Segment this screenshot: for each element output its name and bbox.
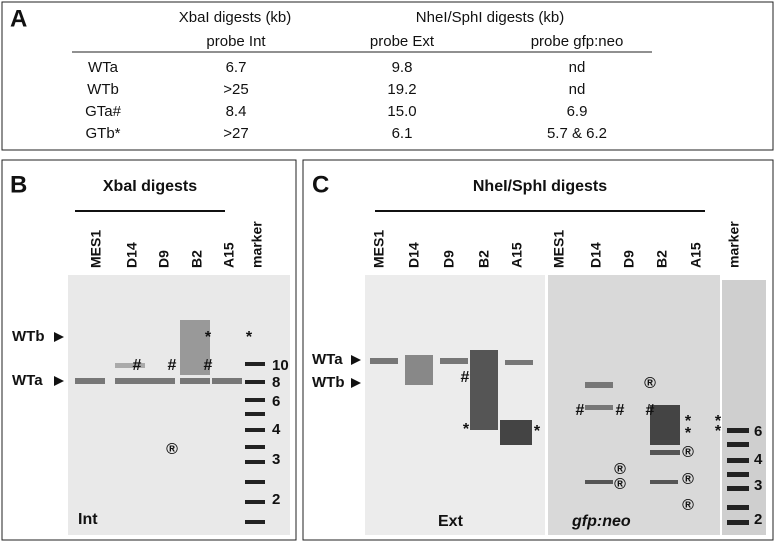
annotation-symbol: *	[246, 329, 253, 346]
annotation-symbol: ®	[614, 461, 626, 478]
table-cell: nd	[569, 81, 586, 98]
gel-image	[722, 280, 766, 535]
annotation-symbol: #	[646, 402, 655, 419]
marker-size: 4	[754, 451, 763, 468]
lane-label: B2	[476, 250, 492, 268]
probe-label: Ext	[438, 513, 464, 530]
lane-label: B2	[654, 250, 670, 268]
panel-b-frame	[1, 159, 297, 541]
table-cell: 8.4	[226, 103, 247, 120]
gel-image	[68, 275, 290, 535]
panel-label: B	[10, 171, 27, 198]
annotation-symbol: #	[168, 357, 177, 374]
lane-label: A15	[688, 242, 704, 268]
band-label: WTb	[312, 374, 344, 391]
table-cell: >25	[223, 81, 248, 98]
lane-label: A15	[221, 242, 237, 268]
annotation-symbol: #	[204, 357, 213, 374]
annotation-symbol: #	[576, 402, 585, 419]
annotation-symbol: ®	[166, 441, 178, 458]
table-cell: 6.7	[226, 59, 247, 76]
panel-a-frame	[1, 1, 774, 151]
annotation-symbol: *	[685, 425, 692, 442]
table-cell: 19.2	[387, 81, 416, 98]
row-label: WTb	[87, 81, 119, 98]
column-header: probe gfp:neo	[531, 33, 624, 50]
annotation-symbol: *	[205, 329, 212, 346]
band-label: WTa	[12, 372, 43, 389]
probe-label: gfp:neo	[571, 513, 631, 530]
lane-label: D14	[124, 242, 140, 268]
marker-size: 2	[754, 511, 762, 528]
table-cell: 5.7 & 6.2	[547, 125, 607, 142]
row-label: WTa	[88, 59, 119, 76]
marker-size: 6	[754, 423, 762, 440]
column-group-header: NheI/SphI digests (kb)	[416, 9, 564, 26]
lane-label: D9	[156, 250, 172, 268]
lane-label: MES1	[551, 230, 567, 268]
table-cell: 15.0	[387, 103, 416, 120]
annotation-symbol: #	[616, 402, 625, 419]
band-label: WTb	[12, 328, 44, 345]
lane-label: D14	[588, 242, 604, 268]
panel-label: A	[10, 5, 27, 32]
marker-size: 4	[272, 421, 281, 438]
table-cell: 6.1	[392, 125, 413, 142]
annotation-symbol: ®	[644, 375, 656, 392]
marker-size: 10	[272, 357, 289, 374]
marker-size: 8	[272, 374, 280, 391]
gel-bands	[75, 320, 680, 484]
gel-image	[548, 275, 720, 535]
table-cell: nd	[569, 59, 586, 76]
lane-label: B2	[189, 250, 205, 268]
gel-image	[365, 275, 545, 535]
annotation-symbol: *	[463, 421, 470, 438]
lane-label: D9	[441, 250, 457, 268]
column-header: probe Int	[206, 33, 266, 50]
annotation-symbol: *	[534, 423, 541, 440]
annotation-symbol: ®	[682, 497, 694, 514]
column-group-header: XbaI digests (kb)	[179, 9, 292, 26]
probe-label: Int	[78, 511, 98, 528]
lane-label: marker	[249, 221, 265, 268]
panel-title: NheI/SphI digests	[473, 178, 607, 195]
lane-label: A15	[509, 242, 525, 268]
table-cell: 9.8	[392, 59, 413, 76]
marker-size: 2	[272, 491, 280, 508]
annotation-symbol: *	[715, 423, 722, 440]
column-header: probe Ext	[370, 33, 435, 50]
lane-label: MES1	[88, 230, 104, 268]
annotation-symbol: *	[685, 413, 692, 430]
lane-label: marker	[726, 221, 742, 268]
annotation-symbol: #	[461, 369, 470, 386]
annotation-symbol: ®	[682, 471, 694, 488]
marker-size: 3	[754, 477, 762, 494]
annotation-symbol: #	[133, 357, 142, 374]
table-cell: 6.9	[567, 103, 588, 120]
annotation-symbol: ®	[682, 444, 694, 461]
lane-label: D9	[621, 250, 637, 268]
marker-ladder	[245, 362, 749, 525]
arrowheads	[54, 332, 361, 388]
band-label: WTa	[312, 351, 343, 368]
lane-label: D14	[406, 242, 422, 268]
annotation-symbol: ®	[614, 476, 626, 493]
table-cell: >27	[223, 125, 248, 142]
panel-title: XbaI digests	[103, 178, 197, 195]
row-label: GTa#	[85, 103, 122, 120]
panel-c-frame	[302, 159, 774, 541]
marker-size: 3	[272, 451, 280, 468]
row-label: GTb*	[85, 125, 120, 142]
panel-label: C	[312, 171, 329, 198]
lane-label: MES1	[371, 230, 387, 268]
annotation-symbol: *	[715, 413, 722, 430]
marker-size: 6	[272, 393, 280, 410]
